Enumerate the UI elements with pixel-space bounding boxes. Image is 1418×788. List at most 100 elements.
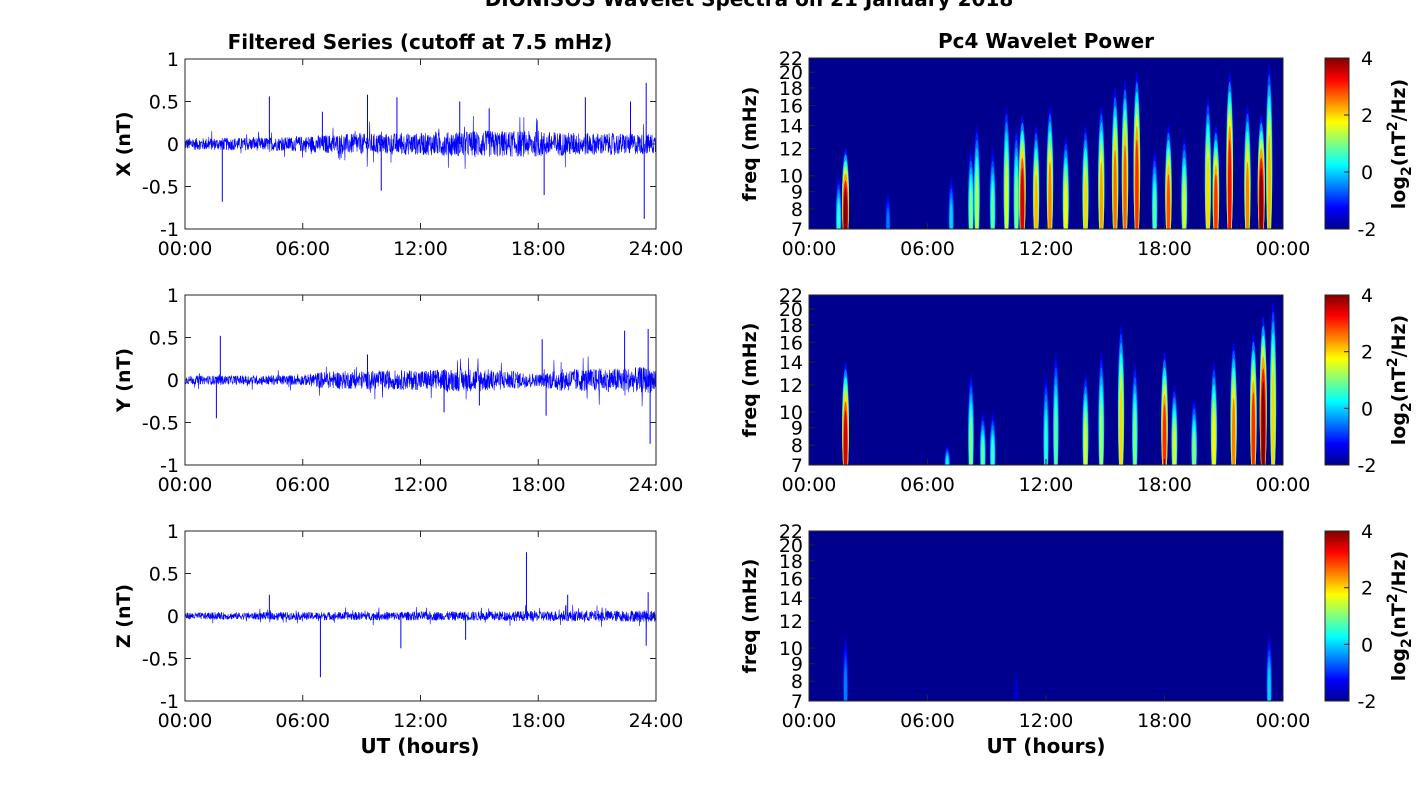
colorbar-label-part: /Hz) [1388, 315, 1410, 358]
y-tick-label: 20 [779, 62, 803, 84]
y-tick-label: 0 [167, 134, 179, 156]
figure-title: DIONISOS Wavelet Spectra on 21 January 2… [485, 0, 1014, 11]
series-panel-y: -1 -0.5 0 0.5 1 00:00 06:00 12:00 18:00 24:00 Y (… [113, 285, 683, 496]
series-line [185, 604, 656, 628]
colorbar-label-part: log [1388, 648, 1410, 681]
y-tick-label: -0.5 [142, 649, 179, 671]
colorbar-label-part: 2 [1385, 357, 1401, 367]
power-burst [1044, 417, 1048, 465]
y-tick-label: 18 [779, 315, 803, 337]
x-tick-label: 06:00 [900, 474, 955, 496]
y-tick-label: 8 [791, 435, 803, 457]
y-tick-label: 7 [791, 219, 803, 241]
colorbar-tick-label: 4 [1361, 285, 1373, 307]
y-tick-label: 12 [779, 611, 803, 633]
colorbar-label-part: 2 [1399, 402, 1415, 412]
axis-ticks: -1 -0.5 0 0.5 1 00:00 06:00 12:00 18:00 24:00 [142, 49, 683, 260]
colorbar-tick-label: 0 [1361, 162, 1373, 184]
y-tick-label: 10 [779, 638, 803, 660]
power-burst [1054, 404, 1058, 465]
x-tick-label: 18:00 [1137, 474, 1192, 496]
series-panel-z: -1 -0.5 0 0.5 1 00:00 06:00 12:00 18:00 24:00 Z (… [113, 521, 683, 758]
x-tick-label: 12:00 [1019, 238, 1074, 260]
heatmap-background [809, 58, 1283, 229]
colorbar-tick-label: 2 [1361, 342, 1373, 364]
x-tick-label: 06:00 [275, 474, 330, 496]
colorbar-ticks: -2 0 2 4 [1344, 48, 1376, 241]
power-burst [1048, 161, 1052, 229]
colorbar-tick-label: 4 [1361, 48, 1373, 70]
y-tick-label: 1 [167, 285, 179, 307]
colorbar-label-part: (nT [1388, 367, 1410, 402]
colorbar-ticks: -2 0 2 4 [1344, 521, 1376, 713]
power-burst [1251, 392, 1256, 465]
power-burst [1113, 150, 1117, 229]
x-tick-label: 12:00 [393, 238, 448, 260]
colorbar-label: log2(nT2/Hz) [1385, 79, 1415, 209]
power-burst [1166, 174, 1171, 229]
y-tick-label: -0.5 [142, 413, 179, 435]
y-axis-label: freq (mHz) [739, 323, 761, 438]
y-tick-label: 22 [779, 285, 803, 307]
y-tick-label: 12 [779, 375, 803, 397]
x-tick-label: 18:00 [511, 238, 566, 260]
power-burst [945, 455, 949, 465]
power-burst [969, 187, 973, 229]
power-burst [1261, 381, 1266, 465]
axis-ticks: -1 -0.5 0 0.5 1 00:00 06:00 12:00 18:00 24:00 [142, 521, 683, 732]
x-tick-label: 12:00 [393, 710, 448, 732]
y-tick-label: -1 [160, 691, 179, 713]
y-tick-label: 9 [791, 418, 803, 440]
power-burst [1214, 174, 1218, 229]
power-burst [1133, 410, 1137, 465]
colorbar [1324, 294, 1350, 466]
colorbar [1324, 57, 1350, 230]
x-axis-label: UT (hours) [986, 734, 1105, 758]
x-tick-label: 00:00 [1256, 474, 1311, 496]
colorbar-label-part: 2 [1385, 593, 1401, 603]
y-tick-label: 9 [791, 654, 803, 676]
power-burst [1227, 139, 1232, 229]
left-column-title: Filtered Series (cutoff at 7.5 mHz) [228, 30, 613, 54]
colorbar-label-part: 2 [1385, 121, 1401, 131]
y-tick-label: -1 [160, 455, 179, 477]
axis-ticks: -1 -0.5 0 0.5 1 00:00 06:00 12:00 18:00 24:00 [142, 285, 683, 496]
y-tick-label: 16 [779, 568, 803, 590]
power-burst [1231, 398, 1236, 465]
power-burst [1267, 134, 1271, 229]
y-tick-label: 0.5 [149, 564, 179, 586]
power-burst [1099, 161, 1103, 229]
power-burst [1123, 144, 1127, 229]
series-panel-x: -1 -0.5 0 0.5 1 00:00 06:00 12:00 18:00 24:00 X (… [113, 49, 683, 260]
power-burst [1099, 404, 1103, 465]
power-burst [991, 439, 995, 465]
x-tick-label: 06:00 [275, 238, 330, 260]
y-tick-label: 22 [779, 521, 803, 543]
y-tick-label: 8 [791, 671, 803, 693]
colorbar-label: log2(nT2/Hz) [1385, 551, 1415, 681]
series-trace [185, 552, 656, 678]
power-burst [1119, 386, 1123, 465]
power-burst [949, 203, 953, 229]
power-burst [1153, 187, 1157, 229]
x-tick-label: 24:00 [629, 238, 684, 260]
colorbar-ticks: -2 0 2 4 [1344, 285, 1376, 477]
y-tick-label: 8 [791, 199, 803, 221]
x-tick-label: 12:00 [393, 474, 448, 496]
x-tick-label: 00:00 [158, 238, 213, 260]
x-tick-label: 00:00 [782, 238, 837, 260]
x-tick-label: 12:00 [1019, 474, 1074, 496]
power-burst [1004, 161, 1009, 229]
y-tick-label: 0.5 [149, 328, 179, 350]
power-burst [969, 417, 973, 465]
power-burst [1135, 139, 1139, 229]
colorbar [1324, 530, 1350, 702]
colorbar-label-part: (nT [1388, 131, 1410, 166]
colorbar-label-part: (nT [1388, 603, 1410, 638]
